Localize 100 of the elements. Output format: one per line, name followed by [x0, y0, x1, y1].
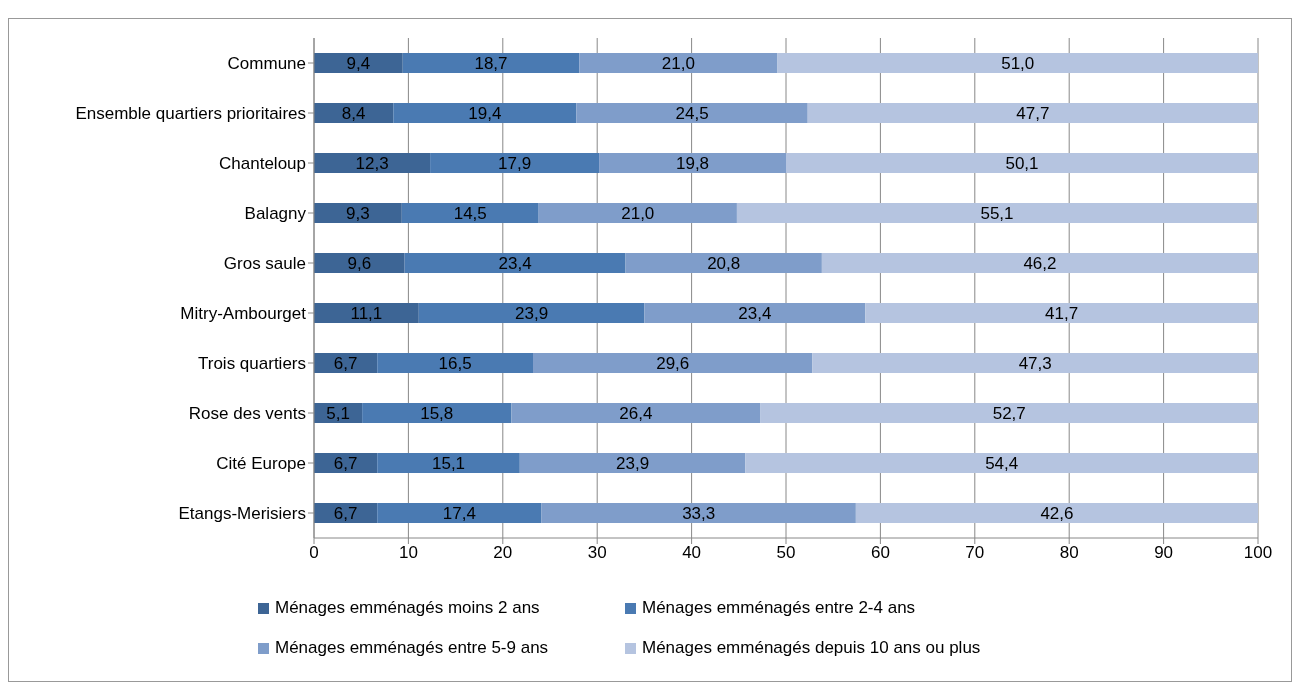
bar — [533, 353, 813, 373]
data-label: 23,9 — [616, 453, 650, 473]
data-label: 54,4 — [985, 453, 1019, 473]
x-tick-label: 90 — [1154, 543, 1174, 563]
y-tick-label: Etangs-Merisiers — [178, 504, 306, 524]
data-label: 51,0 — [1001, 53, 1035, 73]
x-tick-label: 20 — [493, 543, 513, 563]
data-label: 15,8 — [420, 403, 454, 423]
bar — [541, 503, 856, 523]
legend-label: Ménages emménagés entre 2-4 ans — [642, 598, 916, 618]
x-tick-label: 80 — [1059, 543, 1079, 563]
bar — [865, 303, 1258, 323]
data-label: 29,6 — [656, 353, 690, 373]
bar — [401, 203, 539, 223]
data-label: 17,4 — [442, 503, 476, 523]
data-label: 6,7 — [333, 503, 358, 523]
x-tick-label: 70 — [965, 543, 985, 563]
data-label: 6,7 — [333, 453, 358, 473]
data-label: 8,4 — [341, 103, 366, 123]
bar — [314, 203, 402, 223]
bar — [807, 103, 1258, 123]
data-label: 5,1 — [326, 403, 350, 423]
data-label: 55,1 — [980, 203, 1014, 223]
data-label: 19,8 — [676, 153, 710, 173]
bar — [786, 153, 1258, 173]
bar — [430, 153, 600, 173]
bar — [576, 103, 808, 123]
data-label: 15,1 — [431, 453, 466, 473]
bar — [812, 353, 1258, 373]
bar — [377, 453, 520, 473]
data-label: 19,4 — [468, 103, 502, 123]
bar — [314, 153, 431, 173]
bar — [579, 53, 778, 73]
data-label: 21,0 — [621, 203, 655, 223]
y-tick-label: Chanteloup — [219, 154, 306, 174]
x-tick-label: 50 — [776, 543, 796, 563]
bar — [402, 53, 580, 73]
x-tick-label: 40 — [682, 543, 702, 563]
legend-label: Ménages emménagés entre 5-9 ans — [275, 638, 549, 658]
data-label: 16,5 — [438, 353, 472, 373]
data-label: 9,6 — [347, 253, 372, 273]
data-label: 46,2 — [1023, 253, 1057, 273]
data-label: 9,3 — [346, 203, 370, 223]
data-label: 50,1 — [1005, 153, 1039, 173]
data-label: 47,3 — [1018, 353, 1052, 373]
data-label: 33,3 — [682, 503, 716, 523]
data-label: 47,7 — [1016, 103, 1050, 123]
bar — [418, 303, 645, 323]
y-tick-label: Balagny — [244, 204, 307, 224]
bar — [404, 253, 626, 273]
data-label: 14,5 — [453, 203, 487, 223]
bar — [644, 303, 866, 323]
data-label: 20,8 — [707, 253, 741, 273]
bar — [511, 403, 761, 423]
legend-label: Ménages emménagés depuis 10 ans ou plus — [642, 638, 981, 658]
y-tick-label: Gros saule — [223, 254, 306, 274]
bar — [745, 453, 1258, 473]
data-label: 21,0 — [661, 53, 695, 73]
y-tick-label: Rose des vents — [188, 404, 306, 424]
x-tick-label: 100 — [1243, 543, 1273, 563]
bar — [314, 303, 419, 323]
data-label: 6,7 — [333, 353, 358, 373]
data-label: 52,7 — [992, 403, 1026, 423]
y-tick-label: Ensemble quartiers prioritaires — [75, 104, 306, 124]
data-label: 17,9 — [498, 153, 532, 173]
x-tick-label: 60 — [870, 543, 890, 563]
data-label: 24,5 — [675, 103, 709, 123]
bar — [314, 53, 403, 73]
data-label: 42,6 — [1040, 503, 1074, 523]
x-tick-label: 30 — [587, 543, 607, 563]
bar — [760, 403, 1258, 423]
data-label: 23,9 — [515, 303, 549, 323]
data-label: 23,4 — [498, 253, 532, 273]
y-tick-label: Cité Europe — [216, 454, 306, 474]
legend-label: Ménages emménagés moins 2 ans — [275, 598, 540, 618]
bar — [599, 153, 786, 173]
data-label: 18,7 — [474, 53, 508, 73]
data-label: 26,4 — [619, 403, 653, 423]
bar — [314, 253, 405, 273]
y-tick-label: Trois quartiers — [197, 354, 306, 374]
bar — [736, 203, 1258, 223]
y-tick-label: Commune — [227, 54, 306, 74]
data-label: 41,7 — [1045, 303, 1079, 323]
bar — [821, 253, 1258, 273]
data-label: 11,1 — [350, 303, 383, 323]
bar — [519, 453, 746, 473]
y-tick-label: Mitry-Ambourget — [180, 304, 307, 324]
data-label: 23,4 — [738, 303, 772, 323]
bar — [538, 203, 737, 223]
x-tick-label: 0 — [309, 543, 319, 563]
bar — [377, 353, 534, 373]
bar — [393, 103, 577, 123]
data-label: 9,4 — [346, 53, 371, 73]
data-label: 12,3 — [355, 153, 389, 173]
bar — [855, 503, 1258, 523]
bar — [362, 403, 512, 423]
x-tick-label: 10 — [398, 543, 418, 563]
bar — [625, 253, 822, 273]
bar — [777, 53, 1258, 73]
bar — [377, 503, 542, 523]
